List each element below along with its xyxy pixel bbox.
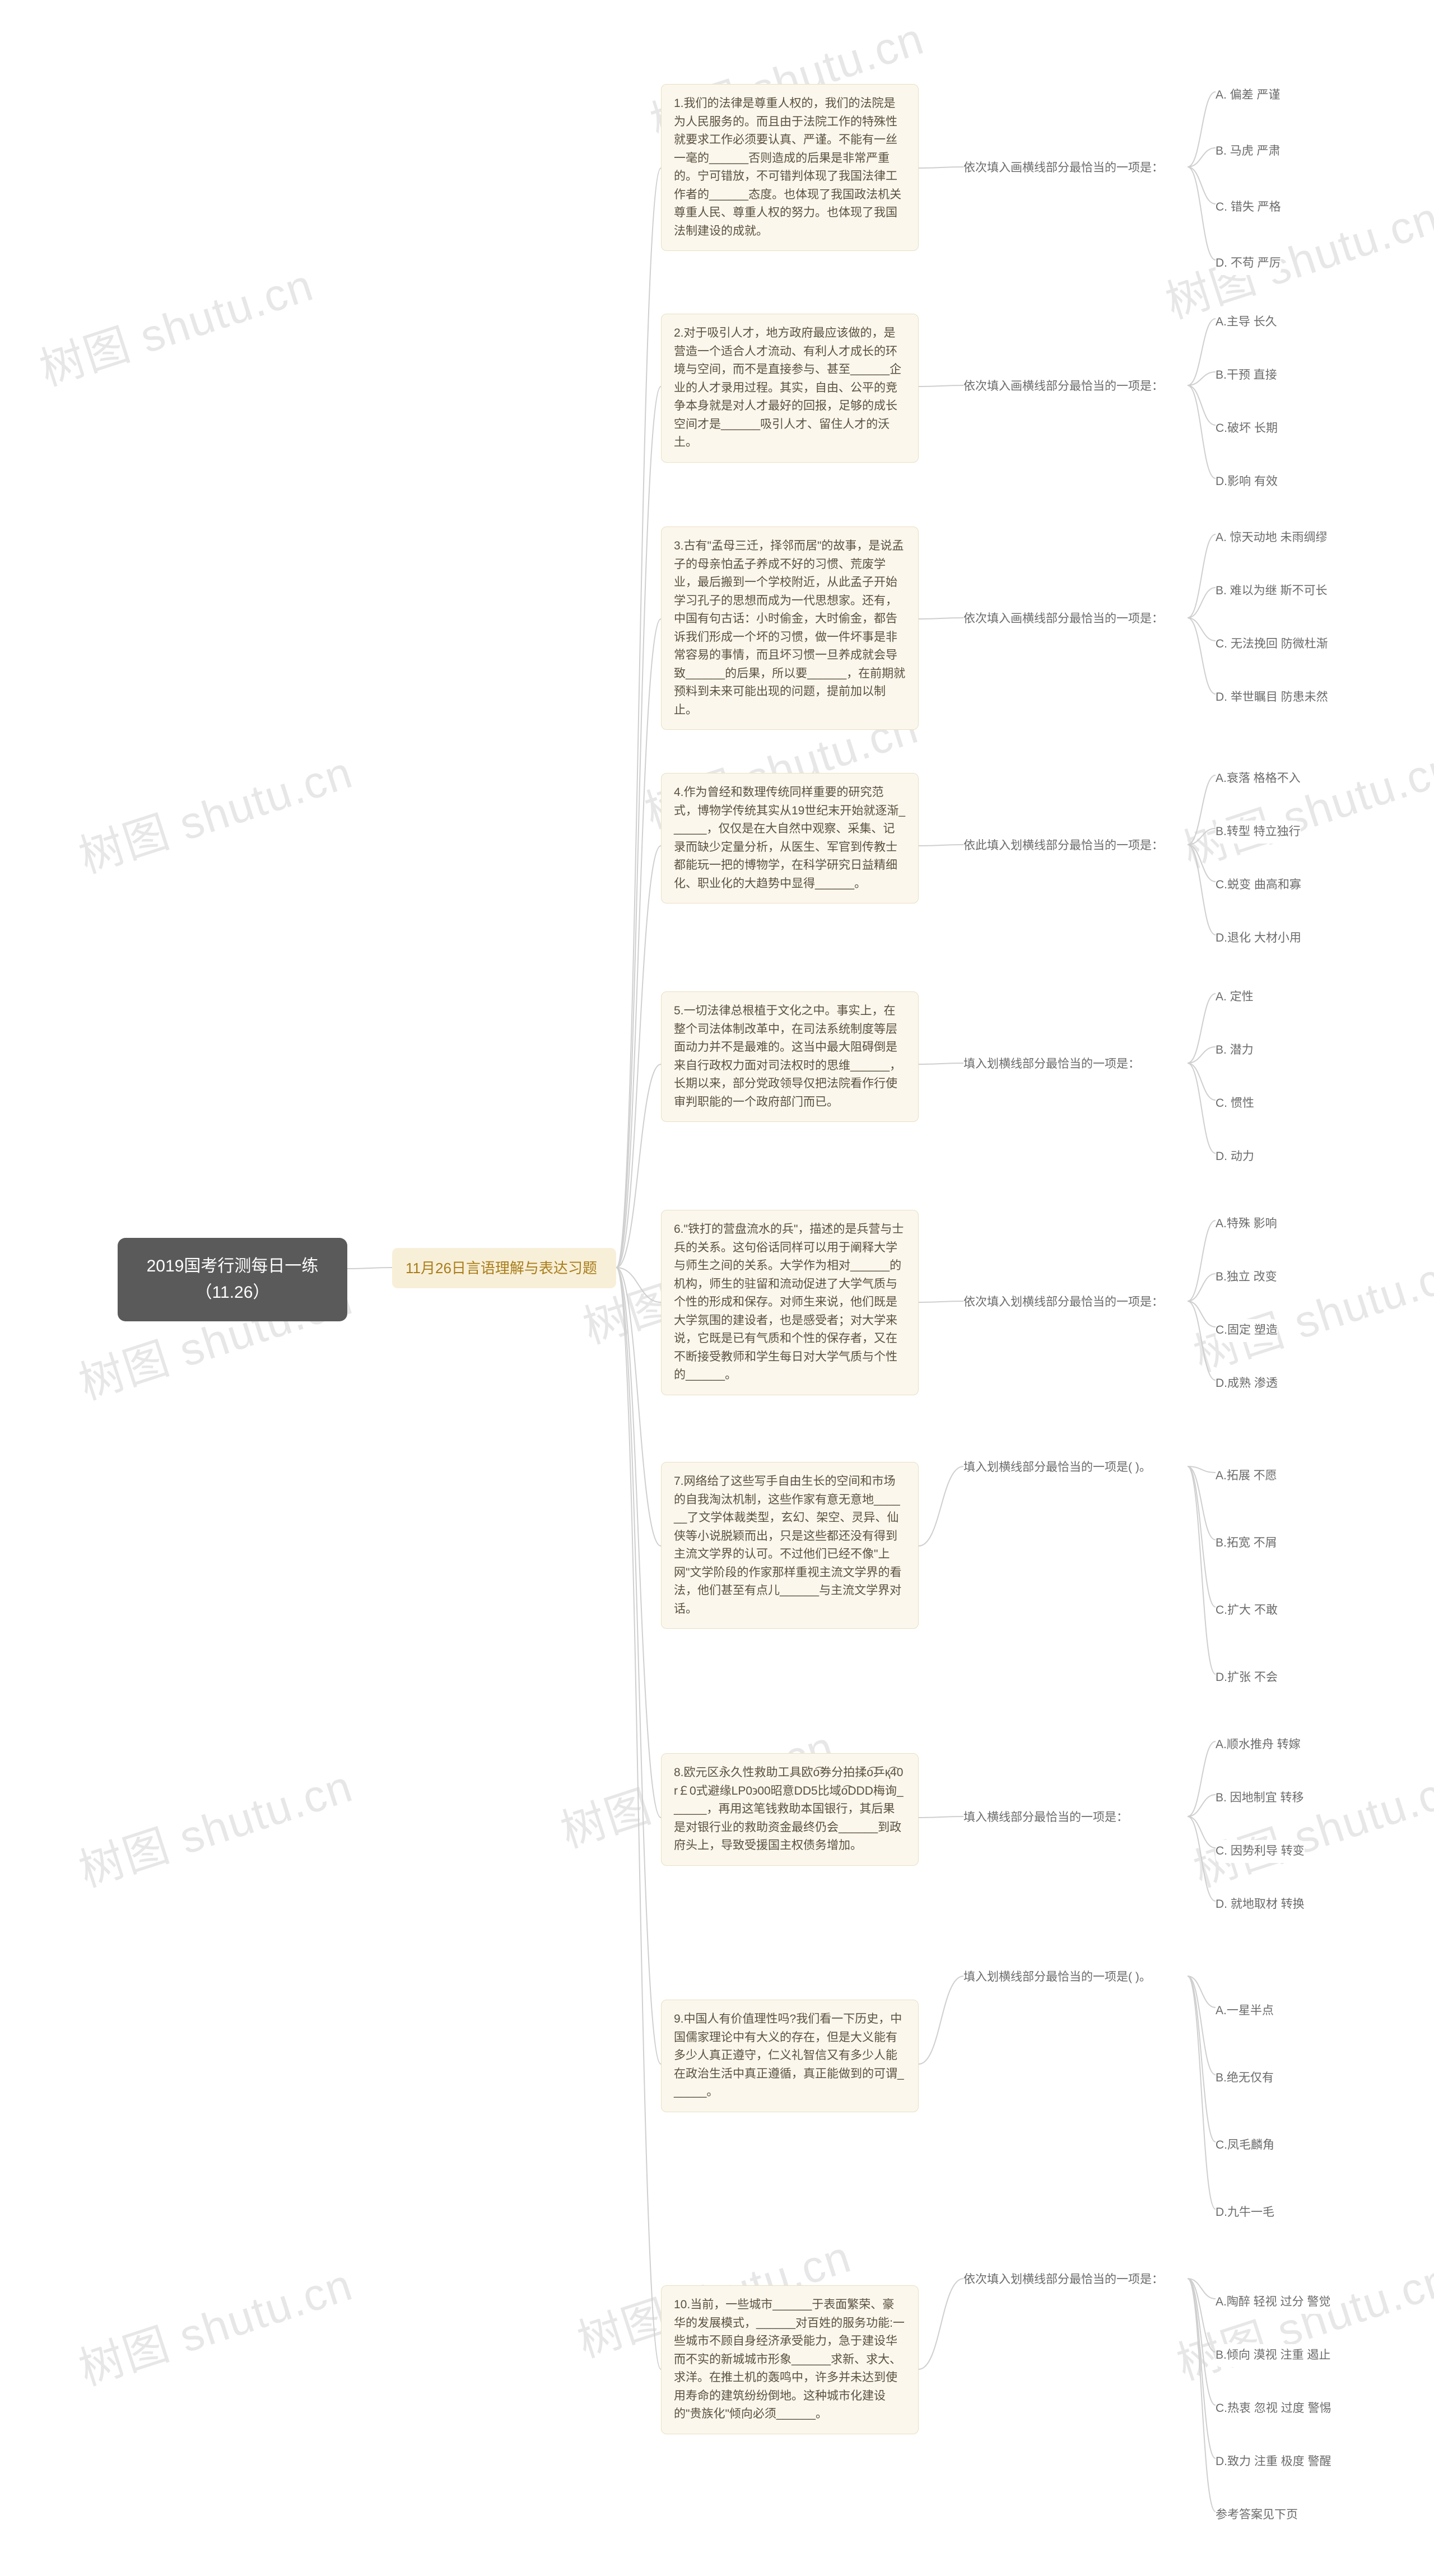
answer-option[interactable]: A.顺水推舟 转嫁 — [1216, 1734, 1301, 1757]
answer-option[interactable]: D. 就地取材 转换 — [1216, 1893, 1305, 1916]
answer-option[interactable]: A.特殊 影响 — [1216, 1213, 1277, 1236]
question-node[interactable]: 6."铁打的营盘流水的兵"，描述的是兵营与士兵的关系。这句俗话同样可以用于阐释大… — [661, 1210, 919, 1395]
watermark: 树图 shutu.cn — [1184, 1235, 1434, 1385]
answer-option[interactable]: A.拓展 不愿 — [1216, 1465, 1277, 1488]
question-stem: 依次填入画横线部分最恰当的一项是： — [963, 157, 1188, 180]
answer-option[interactable]: A. 定性 — [1216, 986, 1254, 1009]
answer-option[interactable]: B. 难以为继 斯不可长 — [1216, 580, 1328, 603]
watermark: 树图 shutu.cn — [30, 249, 320, 399]
question-node[interactable]: 9.中国人有价值理性吗?我们看一下历史，中国儒家理论中有大义的存在，但是大义能有… — [661, 2000, 919, 2112]
root-node[interactable]: 2019国考行测每日一练（11.26） — [118, 1238, 347, 1321]
answer-option[interactable]: C. 惯性 — [1216, 1092, 1254, 1115]
answer-option[interactable]: C. 因势利导 转变 — [1216, 1840, 1305, 1863]
answer-option[interactable]: B.绝无仅有 — [1216, 2067, 1274, 2090]
question-node[interactable]: 5.一切法律总根植于文化之中。事实上，在整个司法体制改革中，在司法系统制度等层面… — [661, 991, 919, 1122]
answer-option[interactable]: A. 惊天动地 未雨绸缪 — [1216, 527, 1328, 549]
answer-option[interactable]: D. 动力 — [1216, 1145, 1254, 1168]
answer-option[interactable]: A.一星半点 — [1216, 2000, 1274, 2023]
answer-option[interactable]: D. 不苟 严厉 — [1216, 252, 1281, 275]
answer-option[interactable]: D.九牛一毛 — [1216, 2201, 1274, 2224]
watermark: 树图 shutu.cn — [69, 2249, 360, 2398]
answer-option[interactable]: 参考答案见下页 — [1216, 2504, 1298, 2527]
answer-option[interactable]: C.破坏 长期 — [1216, 417, 1278, 440]
question-node[interactable]: 2.对于吸引人才，地方政府最应该做的，是营造一个适合人才流动、有利人才成长的环境… — [661, 314, 919, 463]
answer-option[interactable]: B. 马虎 严肃 — [1216, 140, 1281, 163]
answer-option[interactable]: B.独立 改变 — [1216, 1266, 1277, 1289]
question-stem: 依此填入划横线部分最恰当的一项是： — [963, 835, 1188, 858]
answer-option[interactable]: C.扩大 不敢 — [1216, 1599, 1278, 1622]
answer-option[interactable]: A. 偏差 严谨 — [1216, 84, 1281, 107]
question-node[interactable]: 1.我们的法律是尊重人权的，我们的法院是为人民服务的。而且由于法院工作的特殊性就… — [661, 84, 919, 251]
question-node[interactable]: 7.网络给了这些写手自由生长的空间和市场的自我淘汰机制，这些作家有意无意地___… — [661, 1462, 919, 1629]
answer-option[interactable]: B. 潜力 — [1216, 1039, 1254, 1062]
answer-option[interactable]: D.退化 大材小用 — [1216, 927, 1301, 950]
question-node[interactable]: 10.当前，一些城市______于表面繁荣、豪华的发展模式，______对百姓的… — [661, 2285, 919, 2434]
answer-option[interactable]: D. 举世瞩目 防患未然 — [1216, 686, 1328, 709]
question-stem: 依次填入划横线部分最恰当的一项是： — [963, 2268, 1188, 2291]
answer-option[interactable]: D.扩张 不会 — [1216, 1666, 1278, 1689]
section-node[interactable]: 11月26日言语理解与表达习题 — [392, 1248, 616, 1288]
answer-option[interactable]: A.陶醉 轻视 过分 警觉 — [1216, 2291, 1330, 2314]
question-node[interactable]: 8.欧元区永久性救助工具欧o͡券分拍揉o͡乒қ͡40r￡0式避缘LP0϶00昭意… — [661, 1753, 919, 1866]
answer-option[interactable]: B. 因地制宜 转移 — [1216, 1787, 1304, 1810]
answer-option[interactable]: C.固定 塑造 — [1216, 1319, 1278, 1342]
question-stem: 依次填入画横线部分最恰当的一项是： — [963, 608, 1188, 631]
watermark: 树图 shutu.cn — [1167, 2243, 1434, 2393]
answer-option[interactable]: C.热衷 忽视 过度 警惕 — [1216, 2397, 1331, 2420]
answer-option[interactable]: B.拓宽 不屑 — [1216, 1532, 1277, 1555]
watermark: 树图 shutu.cn — [1173, 731, 1434, 881]
answer-option[interactable]: A.衰落 格格不入 — [1216, 767, 1301, 790]
answer-option[interactable]: B.干预 直接 — [1216, 364, 1277, 387]
question-stem: 填入划横线部分最恰当的一项是( )。 — [963, 1456, 1188, 1479]
answer-option[interactable]: C.蜕变 曲高和寡 — [1216, 874, 1301, 897]
question-node[interactable]: 3.古有"孟母三迁，择邻而居"的故事，是说孟子的母亲怕孟子养成不好的习惯、荒废学… — [661, 527, 919, 730]
answer-option[interactable]: B.倾向 漠视 注重 遏止 — [1216, 2344, 1330, 2367]
answer-option[interactable]: C.凤毛麟角 — [1216, 2134, 1274, 2157]
answer-option[interactable]: B.转型 特立独行 — [1216, 821, 1301, 844]
watermark: 树图 shutu.cn — [1184, 1750, 1434, 1900]
watermark: 树图 shutu.cn — [1156, 182, 1434, 332]
question-node[interactable]: 4.作为曾经和数理传统同样重要的研究范式，博物学传统其实从19世纪末开始就逐渐_… — [661, 773, 919, 903]
question-stem: 填入划横线部分最恰当的一项是( )。 — [963, 1966, 1188, 1989]
answer-option[interactable]: D.影响 有效 — [1216, 471, 1278, 493]
answer-option[interactable]: D.成熟 渗透 — [1216, 1372, 1278, 1395]
question-stem: 填入横线部分最恰当的一项是： — [963, 1806, 1188, 1829]
answer-option[interactable]: C. 错失 严格 — [1216, 196, 1281, 219]
answer-option[interactable]: A.主导 长久 — [1216, 311, 1277, 334]
answer-option[interactable]: C. 无法挽回 防微杜渐 — [1216, 633, 1328, 656]
question-stem: 依次填入划横线部分最恰当的一项是： — [963, 1291, 1188, 1314]
watermark: 树图 shutu.cn — [69, 1750, 360, 1900]
watermark: 树图 shutu.cn — [69, 737, 360, 886]
answer-option[interactable]: D.致力 注重 极度 警醒 — [1216, 2451, 1331, 2473]
question-stem: 填入划横线部分最恰当的一项是： — [963, 1053, 1188, 1076]
question-stem: 依次填入画横线部分最恰当的一项是： — [963, 375, 1188, 398]
mindmap-canvas: 树图 shutu.cn 树图 shutu.cn 树图 shutu.cn 树图 shut… — [0, 0, 1434, 2576]
